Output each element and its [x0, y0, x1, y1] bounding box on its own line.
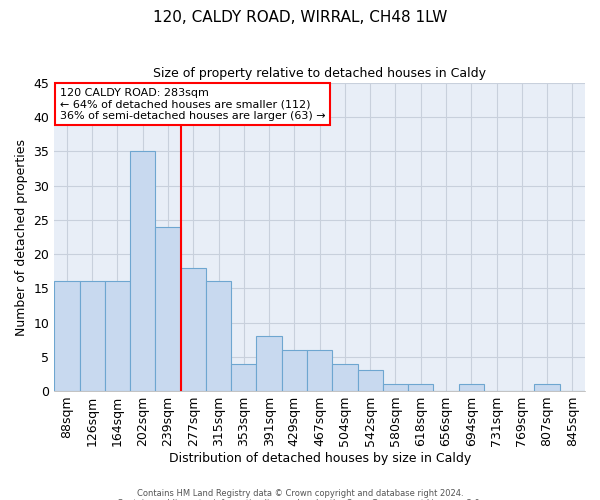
Y-axis label: Number of detached properties: Number of detached properties [15, 138, 28, 336]
Bar [458, 384, 484, 391]
Text: Contains public sector information licensed under the Open Government Licence v3: Contains public sector information licen… [118, 498, 482, 500]
Bar [256, 336, 282, 391]
Bar [408, 384, 433, 391]
Bar [358, 370, 383, 391]
X-axis label: Distribution of detached houses by size in Caldy: Distribution of detached houses by size … [169, 452, 471, 465]
Bar [181, 268, 206, 391]
Title: Size of property relative to detached houses in Caldy: Size of property relative to detached ho… [153, 68, 486, 80]
Bar [105, 282, 130, 391]
Bar [130, 152, 155, 391]
Bar [206, 282, 231, 391]
Text: 120, CALDY ROAD, WIRRAL, CH48 1LW: 120, CALDY ROAD, WIRRAL, CH48 1LW [153, 10, 447, 25]
Bar [307, 350, 332, 391]
Bar [80, 282, 105, 391]
Bar [155, 226, 181, 391]
Text: 120 CALDY ROAD: 283sqm
← 64% of detached houses are smaller (112)
36% of semi-de: 120 CALDY ROAD: 283sqm ← 64% of detached… [59, 88, 325, 121]
Bar [383, 384, 408, 391]
Bar [332, 364, 358, 391]
Text: Contains HM Land Registry data © Crown copyright and database right 2024.: Contains HM Land Registry data © Crown c… [137, 488, 463, 498]
Bar [54, 282, 80, 391]
Bar [231, 364, 256, 391]
Bar [535, 384, 560, 391]
Bar [282, 350, 307, 391]
